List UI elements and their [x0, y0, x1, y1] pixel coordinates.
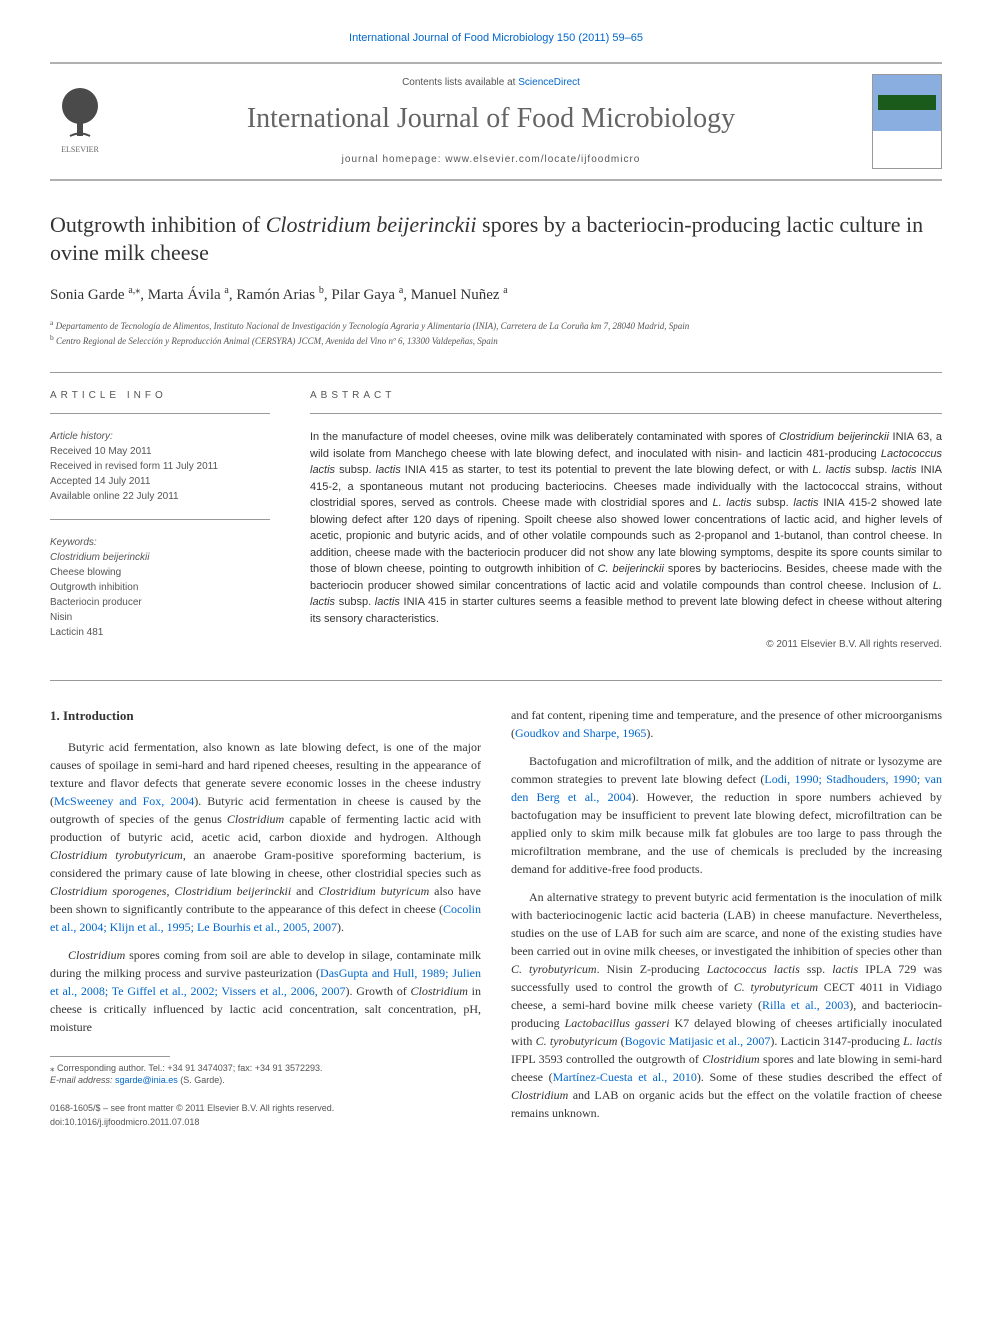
authors-line: Sonia Garde a,⁎, Marta Ávila a , Ramón Ar…: [50, 283, 942, 307]
affiliation-a: a Departamento de Tecnología de Alimento…: [50, 318, 942, 333]
email-link[interactable]: sgarde@inia.es: [115, 1075, 178, 1085]
issn-line: 0168-1605/$ – see front matter © 2011 El…: [50, 1102, 481, 1116]
keyword-6: Lacticin 481: [50, 625, 270, 640]
affiliations: a Departamento de Tecnología de Alimento…: [50, 318, 942, 347]
doi-line: doi:10.1016/j.ijfoodmicro.2011.07.018: [50, 1116, 481, 1130]
header-center: Contents lists available at ScienceDirec…: [130, 75, 852, 167]
left-column: 1. Introduction Butyric acid fermentatio…: [50, 706, 481, 1132]
right-column: and fat content, ripening time and tempe…: [511, 706, 942, 1132]
article-title: Outgrowth inhibition of Clostridium beij…: [50, 211, 942, 268]
article-info-label: ARTICLE INFO: [50, 388, 270, 403]
intro-p4: Bactofugation and microfiltration of mil…: [511, 752, 942, 878]
abstract-copyright: © 2011 Elsevier B.V. All rights reserved…: [310, 637, 942, 652]
main-divider: [50, 680, 942, 681]
elsevier-tree-icon: [55, 86, 105, 141]
footnote-divider: [50, 1056, 170, 1057]
sciencedirect-link[interactable]: ScienceDirect: [518, 77, 580, 88]
keywords-label: Keywords:: [50, 535, 270, 550]
email-suffix: (S. Garde).: [178, 1075, 225, 1085]
aff-b-text: Centro Regional de Selección y Reproducc…: [54, 336, 498, 346]
affiliation-b: b Centro Regional de Selección y Reprodu…: [50, 333, 942, 348]
keyword-4: Bacteriocin producer: [50, 595, 270, 610]
intro-p1: Butyric acid fermentation, also known as…: [50, 738, 481, 936]
title-organism: Clostridium beijerinckii: [266, 212, 477, 237]
header-box: ELSEVIER Contents lists available at Sci…: [50, 62, 942, 181]
aff-a-text: Departamento de Tecnología de Alimentos,…: [53, 321, 689, 331]
history-label: Article history:: [50, 429, 270, 444]
keyword-2: Cheese blowing: [50, 565, 270, 580]
divider: [50, 372, 942, 373]
keyword-5: Nisin: [50, 610, 270, 625]
info-abstract-row: ARTICLE INFO Article history: Received 1…: [50, 388, 942, 655]
contents-available: Contents lists available at ScienceDirec…: [130, 75, 852, 90]
accepted-date: Accepted 14 July 2011: [50, 474, 270, 489]
author-5-sup: a: [503, 285, 507, 296]
elsevier-label: ELSEVIER: [61, 144, 99, 156]
article-history: Article history: Received 10 May 2011 Re…: [50, 429, 270, 504]
author-3: , Ramón Arias: [229, 287, 319, 303]
abstract-text: In the manufacture of model cheeses, ovi…: [310, 429, 942, 627]
corresponding-text: ⁎ Corresponding author. Tel.: +34 91 347…: [50, 1062, 481, 1075]
revised-date: Received in revised form 11 July 2011: [50, 459, 270, 474]
author-5: , Manuel Nuñez: [403, 287, 503, 303]
corresponding-footnote: ⁎ Corresponding author. Tel.: +34 91 347…: [50, 1062, 481, 1087]
email-label: E-mail address:: [50, 1075, 115, 1085]
intro-p2: Clostridium spores coming from soil are …: [50, 946, 481, 1036]
elsevier-logo: ELSEVIER: [50, 86, 110, 156]
author-4: , Pilar Gaya: [324, 287, 399, 303]
journal-cover-thumbnail: [872, 74, 942, 169]
intro-heading: 1. Introduction: [50, 706, 481, 726]
contents-prefix: Contents lists available at: [402, 77, 518, 88]
author-2: , Marta Ávila: [140, 287, 224, 303]
title-pre: Outgrowth inhibition of: [50, 212, 266, 237]
abstract-column: ABSTRACT In the manufacture of model che…: [310, 388, 942, 655]
author-1-sup: a,⁎: [128, 285, 140, 296]
email-line: E-mail address: sgarde@inia.es (S. Garde…: [50, 1074, 481, 1087]
journal-citation[interactable]: International Journal of Food Microbiolo…: [50, 30, 942, 47]
info-divider-2: [50, 519, 270, 520]
intro-p5: An alternative strategy to prevent butyr…: [511, 888, 942, 1122]
online-date: Available online 22 July 2011: [50, 489, 270, 504]
received-date: Received 10 May 2011: [50, 444, 270, 459]
keyword-1: Clostridium beijerinckii: [50, 550, 270, 565]
body-columns: 1. Introduction Butyric acid fermentatio…: [50, 706, 942, 1132]
journal-homepage: journal homepage: www.elsevier.com/locat…: [130, 152, 852, 167]
author-1: Sonia Garde: [50, 287, 128, 303]
intro-p3: and fat content, ripening time and tempe…: [511, 706, 942, 742]
keyword-3: Outgrowth inhibition: [50, 580, 270, 595]
journal-name: International Journal of Food Microbiolo…: [130, 98, 852, 140]
abstract-label: ABSTRACT: [310, 388, 942, 403]
abstract-divider: [310, 413, 942, 414]
info-divider-1: [50, 413, 270, 414]
article-info-column: ARTICLE INFO Article history: Received 1…: [50, 388, 270, 655]
keywords-block: Keywords: Clostridium beijerinckii Chees…: [50, 535, 270, 640]
bottom-meta: 0168-1605/$ – see front matter © 2011 El…: [50, 1102, 481, 1129]
